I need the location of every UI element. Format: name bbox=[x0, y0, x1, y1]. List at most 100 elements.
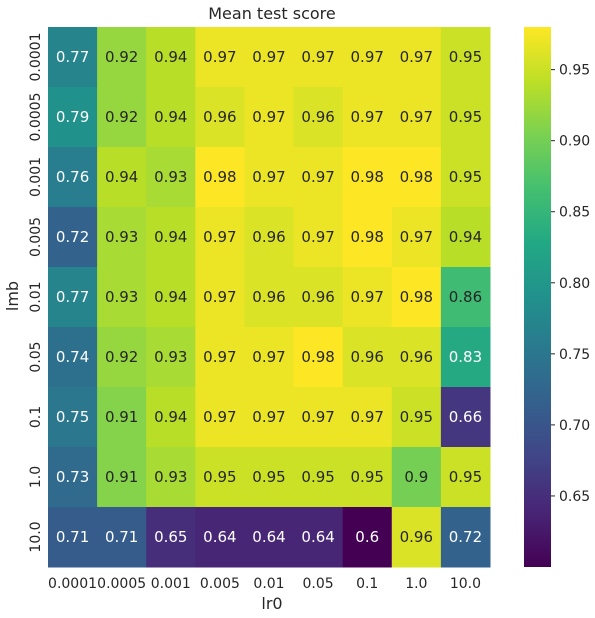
cell-value-label: 0.97 bbox=[252, 108, 285, 126]
cell-value-label: 0.95 bbox=[449, 108, 482, 126]
colorbar-ticks: 0.65 0.70 0.75 0.80 0.85 0.90 0.95 bbox=[551, 63, 590, 505]
cell-value-label: 0.9 bbox=[404, 468, 428, 486]
cell-value-label: 0.97 bbox=[351, 48, 384, 66]
heatmap-cell bbox=[293, 87, 344, 148]
heatmap-cell bbox=[244, 267, 295, 328]
heatmap-cell bbox=[293, 447, 344, 508]
cell-value-label: 0.72 bbox=[56, 228, 89, 246]
cell-value-label: 0.95 bbox=[449, 48, 482, 66]
heatmap-cell bbox=[195, 327, 245, 388]
x-tick-label: 0.1 bbox=[356, 576, 378, 592]
cell-value-label: 0.64 bbox=[301, 528, 334, 546]
heatmap-cell bbox=[440, 27, 491, 88]
x-tick-labels: 0.0001 0.0005 0.001 0.005 0.01 0.05 0.1 1.0 10.0 bbox=[48, 576, 481, 592]
cell-value-label: 0.97 bbox=[351, 288, 384, 306]
cell-value-label: 0.97 bbox=[301, 48, 334, 66]
colorbar-tick-label: 0.65 bbox=[559, 489, 590, 505]
cell-value-label: 0.98 bbox=[301, 348, 334, 366]
heatmap-cell bbox=[146, 327, 196, 388]
cell-value-label: 0.72 bbox=[449, 528, 482, 546]
cell-value-label: 0.97 bbox=[301, 168, 334, 186]
heatmap-cell bbox=[342, 507, 393, 568]
cell-value-label: 0.93 bbox=[105, 228, 138, 246]
heatmap-cell bbox=[440, 327, 491, 388]
heatmap-cell bbox=[97, 87, 147, 148]
heatmap-cell bbox=[391, 27, 442, 88]
y-tick-label: 0.001 bbox=[28, 157, 44, 197]
heatmap-cell bbox=[342, 447, 393, 508]
heatmap-cell bbox=[391, 267, 442, 328]
cell-value-label: 0.92 bbox=[105, 348, 138, 366]
heatmap-cell bbox=[195, 507, 245, 568]
cell-value-label: 0.76 bbox=[56, 168, 89, 186]
heatmap-cell bbox=[293, 27, 344, 88]
cell-value-label: 0.91 bbox=[105, 468, 138, 486]
cell-value-label: 0.92 bbox=[105, 48, 138, 66]
heatmap-cell bbox=[97, 447, 147, 508]
cell-value-label: 0.97 bbox=[400, 108, 433, 126]
cell-value-label: 0.75 bbox=[56, 408, 89, 426]
y-tick-label: 0.05 bbox=[28, 341, 44, 372]
cell-value-label: 0.98 bbox=[400, 168, 433, 186]
cell-value-label: 0.94 bbox=[449, 228, 482, 246]
x-tick-label: 10.0 bbox=[450, 576, 481, 592]
heatmap-cell bbox=[391, 207, 442, 268]
cell-value-label: 0.97 bbox=[203, 228, 236, 246]
cell-value-label: 0.95 bbox=[449, 168, 482, 186]
heatmap-cell bbox=[244, 27, 295, 88]
cell-value-label: 0.96 bbox=[301, 108, 334, 126]
cell-value-label: 0.97 bbox=[400, 228, 433, 246]
heatmap-cell bbox=[293, 327, 344, 388]
cell-value-label: 0.95 bbox=[203, 468, 236, 486]
x-axis-label: lr0 bbox=[261, 594, 282, 613]
heatmap-cell bbox=[97, 267, 147, 328]
heatmap-cell bbox=[440, 87, 491, 148]
cell-value-label: 0.64 bbox=[252, 528, 285, 546]
cell-value-label: 0.93 bbox=[154, 168, 187, 186]
cell-value-label: 0.97 bbox=[351, 408, 384, 426]
heatmap-cell bbox=[48, 147, 98, 208]
colorbar-tick-label: 0.90 bbox=[559, 134, 590, 150]
cell-value-label: 0.6 bbox=[355, 528, 379, 546]
cell-value-label: 0.96 bbox=[351, 348, 384, 366]
cell-value-label: 0.93 bbox=[154, 468, 187, 486]
cell-value-label: 0.71 bbox=[56, 528, 89, 546]
heatmap-cell bbox=[293, 507, 344, 568]
heatmap-cell bbox=[440, 507, 491, 568]
heatmap-cell bbox=[195, 447, 245, 508]
heatmap-cell bbox=[244, 507, 295, 568]
cell-value-label: 0.94 bbox=[154, 48, 187, 66]
cell-value-label: 0.79 bbox=[56, 108, 89, 126]
x-tick-label: 0.05 bbox=[303, 576, 334, 592]
cell-value-label: 0.93 bbox=[105, 288, 138, 306]
cell-value-label: 0.91 bbox=[105, 408, 138, 426]
cell-value-label: 0.86 bbox=[449, 288, 482, 306]
cell-value-label: 0.97 bbox=[351, 108, 384, 126]
cell-value-label: 0.94 bbox=[154, 408, 187, 426]
heatmap-cell bbox=[146, 387, 196, 448]
heatmap-cell bbox=[440, 207, 491, 268]
colorbar-tick-label: 0.85 bbox=[559, 205, 590, 221]
y-tick-label: 0.0001 bbox=[28, 33, 44, 82]
cell-value-label: 0.77 bbox=[56, 288, 89, 306]
heatmap-cell bbox=[244, 147, 295, 208]
cell-value-label: 0.97 bbox=[252, 168, 285, 186]
heatmap-cell bbox=[48, 207, 98, 268]
heatmap-cell bbox=[293, 207, 344, 268]
cell-value-label: 0.97 bbox=[252, 348, 285, 366]
heatmap-cell bbox=[440, 147, 491, 208]
heatmap-cell bbox=[342, 327, 393, 388]
cell-value-label: 0.97 bbox=[252, 48, 285, 66]
y-tick-label: 0.0005 bbox=[28, 93, 44, 142]
cell-value-label: 0.94 bbox=[154, 108, 187, 126]
y-tick-label: 10.0 bbox=[28, 521, 44, 552]
heatmap-cell bbox=[195, 387, 245, 448]
heatmap-cell bbox=[391, 507, 442, 568]
cell-value-label: 0.94 bbox=[154, 288, 187, 306]
heatmap-cell bbox=[440, 267, 491, 328]
heatmap-cell bbox=[48, 327, 98, 388]
cell-value-label: 0.97 bbox=[301, 228, 334, 246]
y-axis-label: lmb bbox=[3, 281, 22, 311]
heatmap-cell bbox=[195, 147, 245, 208]
heatmap-cell bbox=[342, 27, 393, 88]
